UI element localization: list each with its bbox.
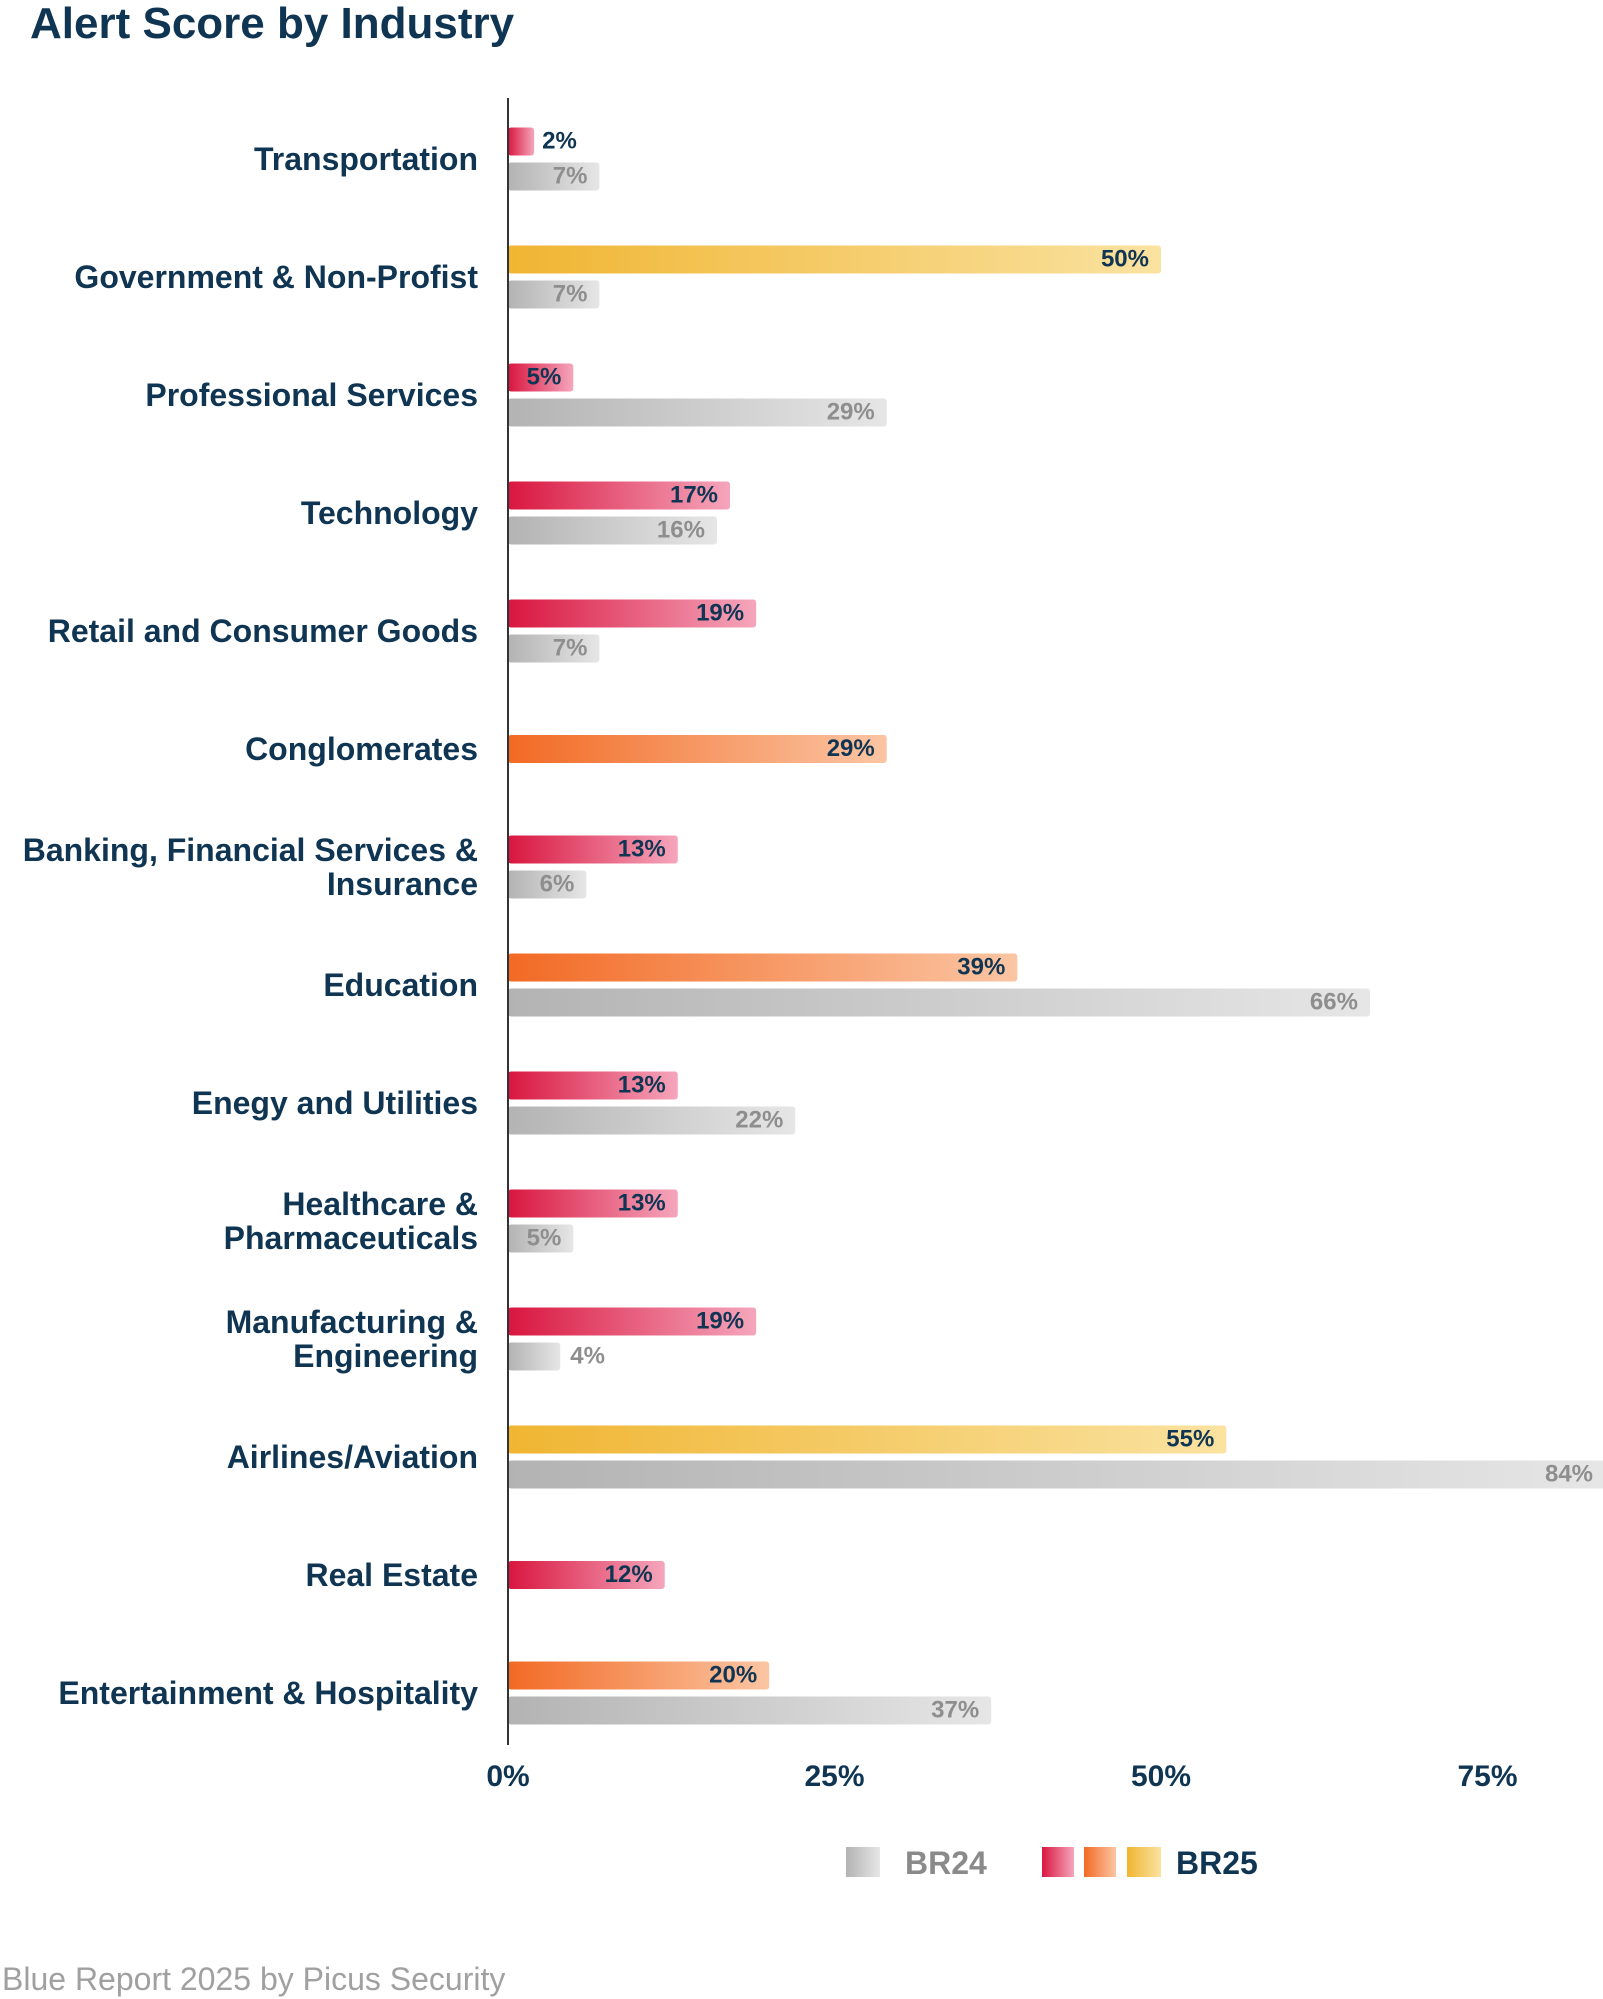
data-label-br25: 19%: [696, 600, 744, 627]
category-label: Manufacturing &: [226, 1304, 478, 1340]
bar-br24: [508, 1696, 992, 1725]
category-label: Engineering: [293, 1338, 478, 1374]
bar-br25: [508, 481, 731, 510]
category-label: Airlines/Aviation: [227, 1439, 478, 1475]
data-label-br25: 13%: [618, 1072, 666, 1099]
bar-br25: [508, 127, 535, 156]
legend-label-br24: BR24: [905, 1845, 987, 1881]
bar-br24: [508, 398, 887, 427]
data-label-br25: 20%: [709, 1662, 757, 1689]
category-label: Insurance: [327, 866, 478, 902]
legend-swatch-br25-yellow: [1127, 1847, 1161, 1877]
category-label: Retail and Consumer Goods: [48, 613, 478, 649]
data-label-br25: 5%: [527, 364, 562, 391]
data-label-br24: 22%: [735, 1107, 783, 1134]
bar-br24: [508, 988, 1370, 1017]
legend: BR24 BR25: [846, 1845, 1258, 1881]
bar-br24: [508, 516, 717, 545]
category-label: Conglomerates: [245, 731, 478, 767]
data-label-br25: 13%: [618, 836, 666, 863]
bar-br24: [508, 1342, 561, 1371]
footer-credit: Blue Report 2025 by Picus Security: [2, 1961, 505, 1997]
data-label-br24: 66%: [1310, 989, 1358, 1016]
bar-br25: [508, 1189, 678, 1218]
bar-br24: [508, 280, 600, 309]
bar-br25: [508, 1561, 665, 1589]
bar-br25: [508, 363, 574, 392]
plot-area: Transportation 2% 7% Government & Non-Profi…: [23, 98, 1603, 1793]
category-label: Government & Non-Profist: [74, 259, 478, 295]
category-label: Enegy and Utilities: [192, 1085, 478, 1121]
x-tick-label: 25%: [804, 1760, 864, 1793]
bar-br24: [508, 870, 587, 899]
bar-br25: [508, 245, 1161, 274]
data-label-br25: 2%: [542, 128, 577, 155]
data-label-br24: 4%: [570, 1343, 605, 1370]
bar-br24: [508, 1106, 796, 1135]
legend-swatch-br24: [846, 1847, 880, 1877]
bar-br25: [508, 835, 678, 864]
bar-br24: [508, 1460, 1603, 1489]
data-label-br24: 7%: [553, 635, 588, 662]
data-label-br25: 50%: [1101, 246, 1149, 273]
x-tick-label: 50%: [1131, 1760, 1191, 1793]
bar-br25: [508, 1307, 757, 1336]
data-label-br24: 37%: [931, 1697, 979, 1724]
data-label-br24: 6%: [540, 871, 575, 898]
category-label: Healthcare &: [282, 1186, 478, 1222]
bar-br25: [508, 953, 1018, 982]
category-label: Professional Services: [145, 377, 478, 413]
data-label-br24: 29%: [827, 399, 875, 426]
data-label-br24: 7%: [553, 163, 588, 190]
category-label: Real Estate: [305, 1557, 478, 1593]
bar-br25: [508, 1071, 678, 1100]
bar-br24: [508, 634, 600, 663]
legend-swatch-br25-red: [1042, 1847, 1074, 1877]
x-tick-label: 75%: [1457, 1760, 1517, 1793]
data-label-br24: 7%: [553, 281, 588, 308]
legend-label-br25: BR25: [1176, 1845, 1258, 1881]
category-label: Technology: [301, 495, 478, 531]
legend-swatch-br25-orange: [1084, 1847, 1116, 1877]
bar-br25: [508, 1661, 770, 1690]
category-label: Pharmaceuticals: [224, 1220, 478, 1256]
chart-title: Alert Score by Industry: [30, 0, 515, 48]
data-label-br24: 5%: [527, 1225, 562, 1252]
data-label-br25: 13%: [618, 1190, 666, 1217]
data-label-br25: 12%: [605, 1561, 653, 1588]
data-label-br24: 16%: [657, 517, 705, 544]
category-label: Banking, Financial Services &: [23, 832, 478, 868]
bar-br25: [508, 599, 757, 628]
data-label-br24: 84%: [1545, 1461, 1593, 1488]
data-label-br25: 29%: [827, 735, 875, 762]
data-label-br25: 39%: [957, 954, 1005, 981]
bar-br25: [508, 735, 887, 763]
data-label-br25: 19%: [696, 1308, 744, 1335]
category-label: Transportation: [254, 141, 478, 177]
bar-br24: [508, 162, 600, 191]
category-label: Education: [323, 967, 478, 1003]
x-tick-label: 0%: [486, 1760, 529, 1793]
data-label-br25: 55%: [1166, 1426, 1214, 1453]
data-label-br25: 17%: [670, 482, 718, 509]
bar-br24: [508, 1224, 574, 1253]
category-label: Entertainment & Hospitality: [58, 1675, 478, 1711]
bar-br25: [508, 1425, 1227, 1454]
